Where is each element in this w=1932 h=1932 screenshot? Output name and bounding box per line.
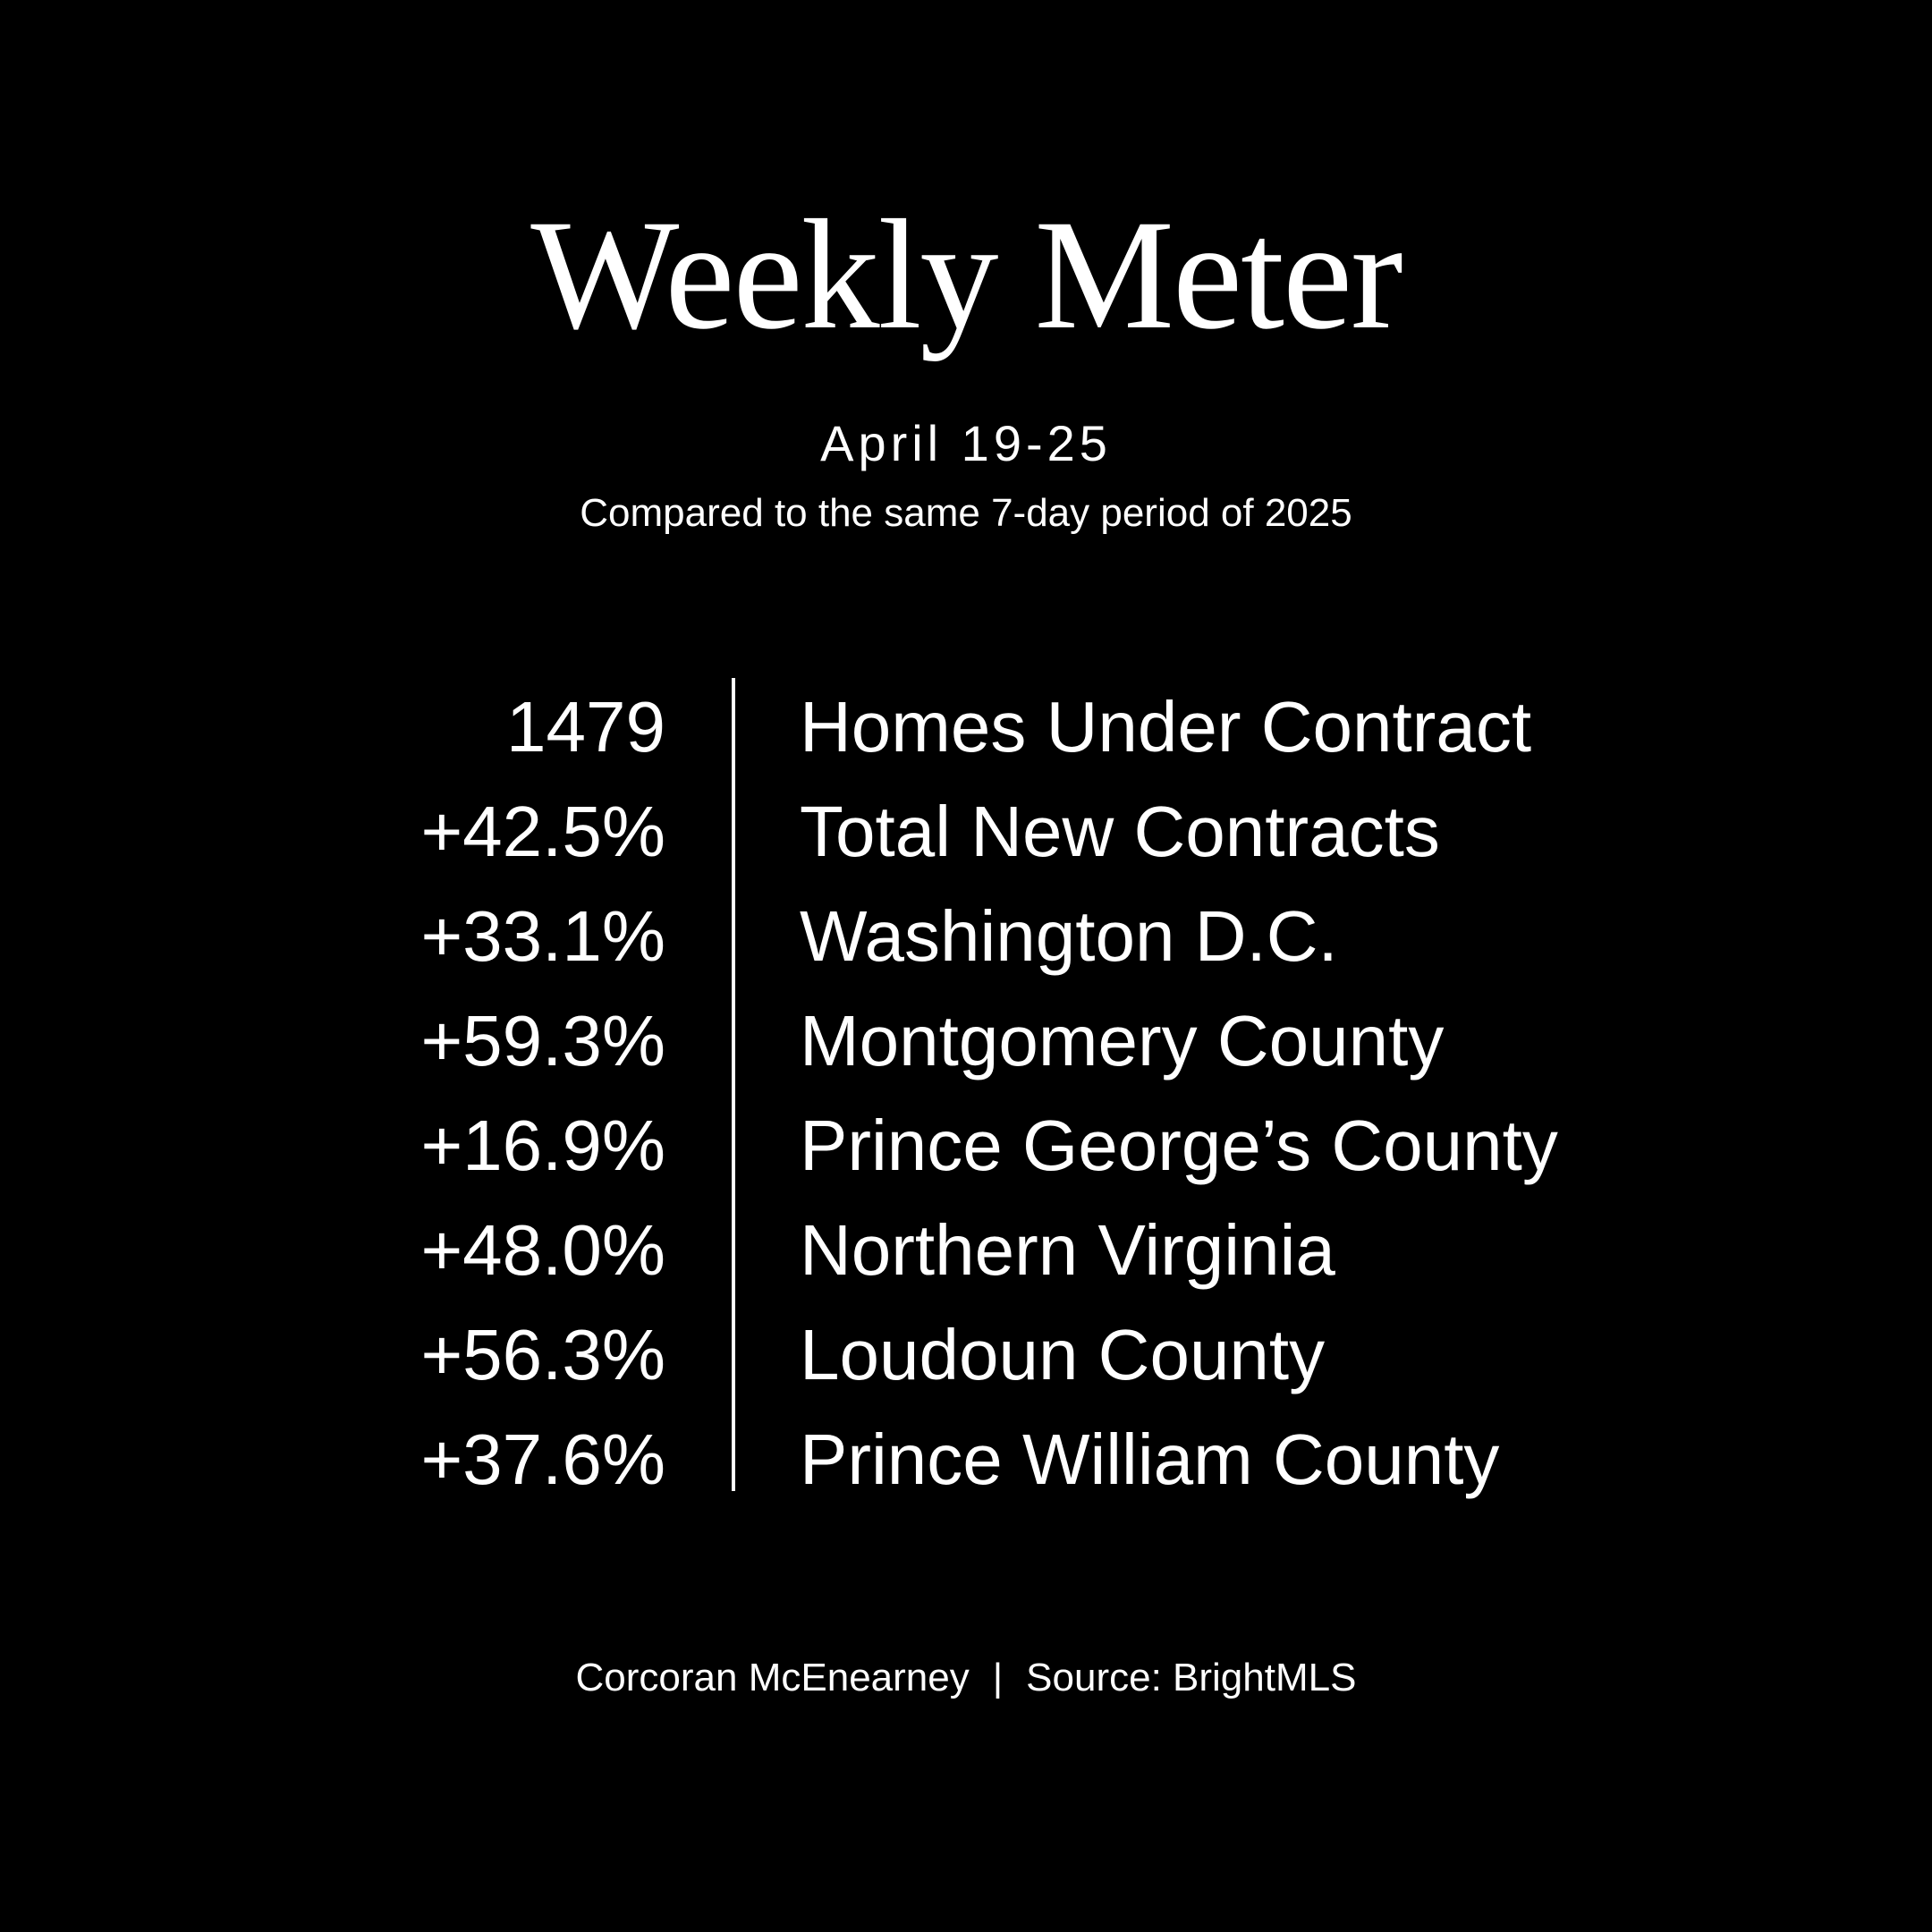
- stat-label: Montgomery County: [800, 1001, 1445, 1080]
- stat-value: +56.3%: [420, 1315, 665, 1394]
- stat-label: Total New Contracts: [800, 792, 1440, 871]
- stat-row: 1479 Homes Under Contract: [0, 674, 1932, 779]
- page-title: Weekly Meter: [530, 188, 1402, 362]
- stat-row: +37.6% Prince William County: [0, 1407, 1932, 1512]
- stat-value: 1479: [506, 687, 665, 767]
- footer-source: Source: BrightMLS: [1026, 1656, 1357, 1699]
- stat-row: +42.5% Total New Contracts: [0, 779, 1932, 884]
- footer-brand: Corcoran McEnearney: [575, 1656, 970, 1699]
- stat-label: Northern Virginia: [800, 1210, 1335, 1290]
- stat-label: Loudoun County: [800, 1315, 1326, 1394]
- footer-separator: |: [992, 1656, 1004, 1699]
- stat-value: +42.5%: [420, 792, 665, 871]
- stat-label: Homes Under Contract: [800, 687, 1532, 767]
- stat-label: Prince William County: [800, 1419, 1500, 1499]
- date-range: April 19-25: [820, 415, 1112, 471]
- stat-label: Prince George’s County: [800, 1106, 1558, 1185]
- column-divider: [732, 678, 735, 1491]
- stat-row: +48.0% Northern Virginia: [0, 1198, 1932, 1302]
- stat-value: +48.0%: [420, 1210, 665, 1290]
- stat-label: Washington D.C.: [800, 896, 1338, 976]
- footer: Corcoran McEnearney | Source: BrightMLS: [0, 1655, 1932, 1702]
- stat-row: +59.3% Montgomery County: [0, 988, 1932, 1093]
- stat-value: +16.9%: [420, 1106, 665, 1185]
- stat-value: +59.3%: [420, 1001, 665, 1080]
- stat-row: +33.1% Washington D.C.: [0, 884, 1932, 988]
- stat-row: +56.3% Loudoun County: [0, 1302, 1932, 1407]
- comparison-note: Compared to the same 7-day period of 202…: [580, 491, 1352, 535]
- stat-value: +37.6%: [420, 1419, 665, 1499]
- stat-value: +33.1%: [420, 896, 665, 976]
- stat-row: +16.9% Prince George’s County: [0, 1093, 1932, 1198]
